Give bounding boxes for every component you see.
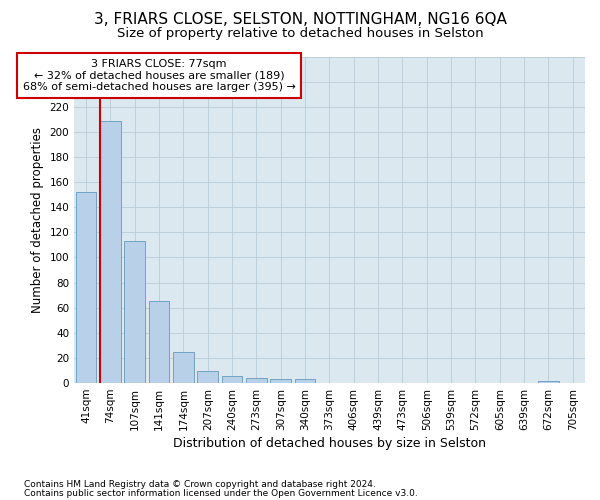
Bar (100, 120, 121, 383)
X-axis label: Distribution of detached houses by size in Selston: Distribution of detached houses by size … (173, 437, 486, 450)
Text: Contains HM Land Registry data © Crown copyright and database right 2024.: Contains HM Land Registry data © Crown c… (24, 480, 376, 489)
Bar (295, 380, 316, 383)
Text: Size of property relative to detached houses in Selston: Size of property relative to detached ho… (116, 28, 484, 40)
Bar (271, 380, 291, 383)
Y-axis label: Number of detached properties: Number of detached properties (31, 127, 44, 313)
Text: 3 FRIARS CLOSE: 77sqm
← 32% of detached houses are smaller (189)
68% of semi-det: 3 FRIARS CLOSE: 77sqm ← 32% of detached … (23, 59, 296, 92)
Bar (197, 370, 218, 383)
Bar (76, 192, 97, 383)
Bar (538, 380, 559, 383)
Text: Contains public sector information licensed under the Open Government Licence v3: Contains public sector information licen… (24, 488, 418, 498)
Text: 3, FRIARS CLOSE, SELSTON, NOTTINGHAM, NG16 6QA: 3, FRIARS CLOSE, SELSTON, NOTTINGHAM, NG… (94, 12, 506, 28)
Bar (222, 376, 242, 383)
Bar (246, 378, 267, 383)
Bar (149, 302, 169, 383)
Bar (124, 241, 145, 383)
Bar (173, 352, 194, 383)
